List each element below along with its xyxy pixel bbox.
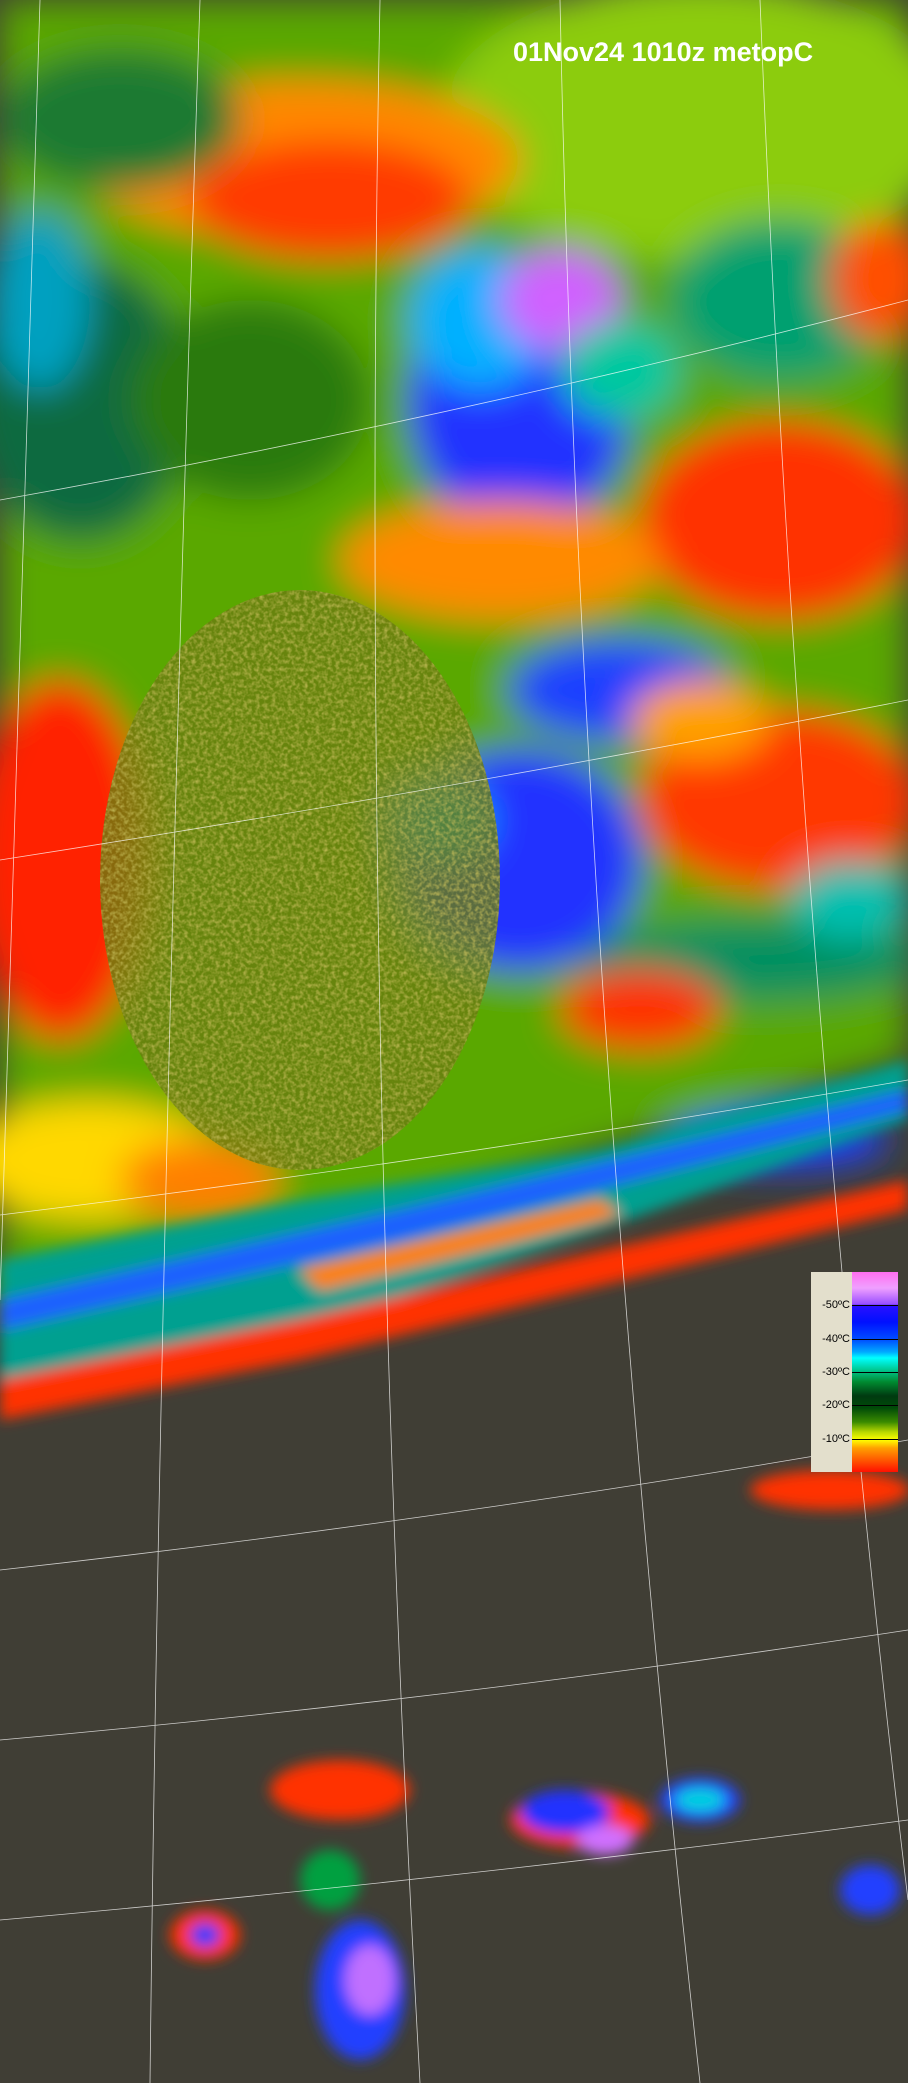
textured-cloud-field <box>100 590 500 1170</box>
legend-label: -30ºC <box>822 1366 850 1378</box>
legend-labels: -50ºC -40ºC -30ºC -20ºC -10ºC <box>811 1272 852 1472</box>
legend-tick <box>852 1372 898 1373</box>
legend-label: -40ºC <box>822 1333 850 1345</box>
legend-label: -20ºC <box>822 1399 850 1411</box>
legend-color-bar <box>852 1272 898 1472</box>
temperature-legend: -50ºC -40ºC -30ºC -20ºC -10ºC <box>811 1272 898 1472</box>
legend-tick <box>852 1339 898 1340</box>
legend-tick <box>852 1305 898 1306</box>
legend-tick <box>852 1405 898 1406</box>
image-timestamp-title: 01Nov24 1010z metopC <box>513 37 814 67</box>
legend-label: -50ºC <box>822 1299 850 1311</box>
legend-label: -10ºC <box>822 1433 850 1445</box>
legend-tick <box>852 1439 898 1440</box>
frontal-cloud-band <box>0 1060 908 1420</box>
convective-clouds-south <box>170 1470 908 2060</box>
